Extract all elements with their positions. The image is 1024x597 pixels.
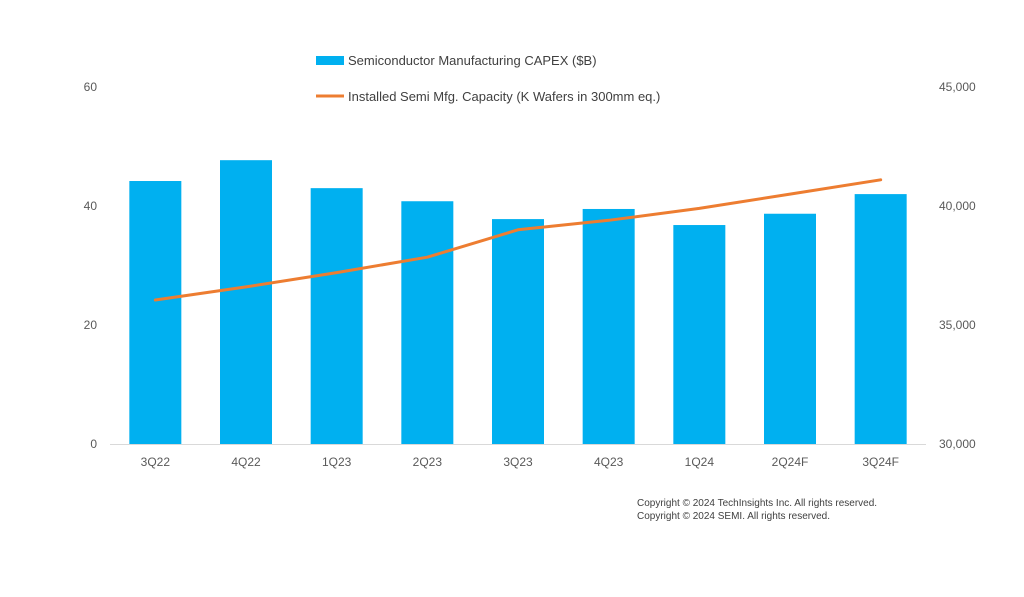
legend-item-capacity: Installed Semi Mfg. Capacity (K Wafers i… <box>316 89 660 104</box>
right-axis-tick-label: 30,000 <box>939 437 976 451</box>
copyright-notice: Copyright © 2024 TechInsights Inc. All r… <box>637 497 877 523</box>
line-series-capacity <box>153 178 883 302</box>
legend-swatch-capex <box>316 56 344 65</box>
left-axis: 0 20 40 60 <box>84 80 98 451</box>
right-axis-tick-label: 35,000 <box>939 318 976 332</box>
x-axis-tick-label: 1Q23 <box>322 455 352 469</box>
bar-3Q23 <box>492 219 544 444</box>
x-axis-tick-label: 3Q22 <box>141 455 171 469</box>
left-axis-tick-label: 40 <box>84 199 98 213</box>
copyright-semi: Copyright © 2024 SEMI. All rights reserv… <box>637 511 831 522</box>
legend: Semiconductor Manufacturing CAPEX ($B) I… <box>316 53 660 104</box>
x-axis-tick-label: 3Q24F <box>862 455 899 469</box>
right-axis-tick-label: 45,000 <box>939 80 976 94</box>
x-axis-tick-label: 3Q23 <box>503 455 533 469</box>
legend-label-capacity: Installed Semi Mfg. Capacity (K Wafers i… <box>348 89 660 104</box>
x-axis-tick-label: 4Q23 <box>594 455 624 469</box>
bar-1Q23 <box>310 188 363 444</box>
left-axis-tick-label: 60 <box>84 80 98 94</box>
x-axis-tick-label: 2Q23 <box>413 455 443 469</box>
bar-4Q22 <box>220 160 272 444</box>
legend-item-capex: Semiconductor Manufacturing CAPEX ($B) <box>316 53 597 68</box>
bar-2Q23 <box>401 201 454 444</box>
right-axis: 30,000 35,000 40,000 45,000 <box>939 80 976 451</box>
bar-4Q23 <box>582 208 635 444</box>
right-axis-tick-label: 40,000 <box>939 199 976 213</box>
left-axis-tick-label: 20 <box>84 318 98 332</box>
x-axis-tick-label: 1Q24 <box>685 455 715 469</box>
copyright-techinsights: Copyright © 2024 TechInsights Inc. All r… <box>637 498 878 509</box>
x-axis-labels: 3Q22 4Q22 1Q23 2Q23 3Q23 4Q23 1Q24 2Q24F 3Q24F <box>141 455 899 469</box>
bar-3Q24F <box>854 194 907 444</box>
bar-2Q24F <box>764 213 816 444</box>
x-axis-tick-label: 2Q24F <box>772 455 809 469</box>
x-axis-tick-label: 4Q22 <box>231 455 261 469</box>
bar-series-capex <box>129 160 907 444</box>
bar-3Q22 <box>129 181 182 444</box>
legend-label-capex: Semiconductor Manufacturing CAPEX ($B) <box>348 53 597 68</box>
left-axis-tick-label: 0 <box>90 437 97 451</box>
bar-1Q24 <box>673 225 726 444</box>
